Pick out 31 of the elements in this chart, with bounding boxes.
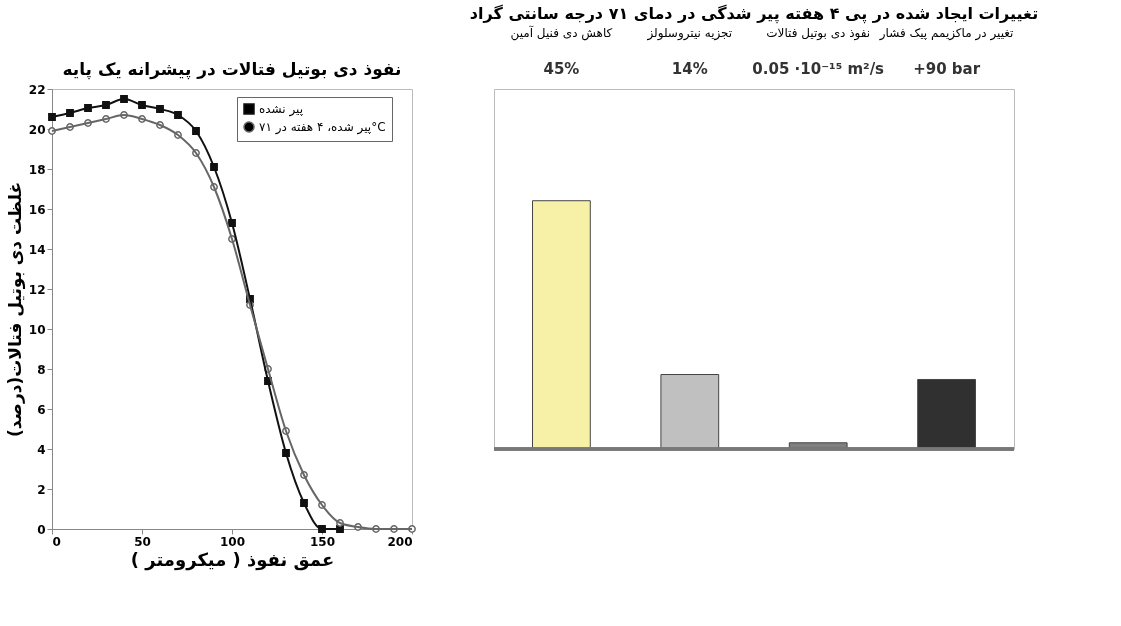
text: 45%: [543, 60, 580, 78]
y-tick-label: 2: [37, 482, 46, 497]
x-tick-label: تغییر در ماکزیمم پیک فشار: [878, 25, 1014, 41]
x-tick-label: 150: [309, 534, 336, 549]
legend-label: پیر نشده: [259, 102, 304, 117]
x-tick-label: 100: [219, 534, 246, 549]
x-tick-label: 0: [52, 534, 61, 549]
y-tick-label: 18: [28, 162, 46, 177]
y-tick-label: 0: [37, 522, 46, 537]
text: 14%: [671, 60, 708, 78]
y-tick-label: 12: [28, 282, 46, 297]
y-tick-label: 16: [28, 202, 46, 217]
text: +90 bar: [913, 60, 981, 78]
x-tick-label: تجزیه نیتروسلولز: [646, 25, 733, 41]
y-tick-label: 10: [28, 322, 46, 337]
y-tick-label: 20: [28, 122, 46, 137]
y-tick-label: 6: [37, 402, 46, 417]
x-tick-label: 50: [134, 534, 151, 549]
legend-label: پیر شده، ۴ هفته در ۷۱°C: [259, 120, 386, 135]
y-tick-label: 4: [37, 442, 46, 457]
x-tick-label: 200: [387, 534, 413, 549]
chart-title: نفوذ دی بوتیل فتالات در پیشرانه یک پایه: [62, 59, 402, 80]
y-tick-label: 22: [28, 82, 46, 97]
chart-title: تغییرات ایجاد شده در پی ۴ هفته پیر شدگی در دمای ۷۱ درجه سانتی گراد: [469, 4, 1039, 24]
x-tick-label: نفوذ دی بوتیل فتالات: [766, 25, 871, 41]
text: 0.05 ·10⁻¹⁵ m²/s: [752, 60, 885, 78]
x-axis-title: عمق نفوذ ( میکرومتر ): [130, 548, 335, 571]
y-axis-title: غلظت دی بوتیل فتالات(درصد): [4, 181, 26, 438]
y-tick-label: 14: [28, 242, 46, 257]
x-tick-label: کاهش دی فنیل آمین: [510, 24, 613, 41]
y-tick-label: 8: [37, 362, 46, 377]
